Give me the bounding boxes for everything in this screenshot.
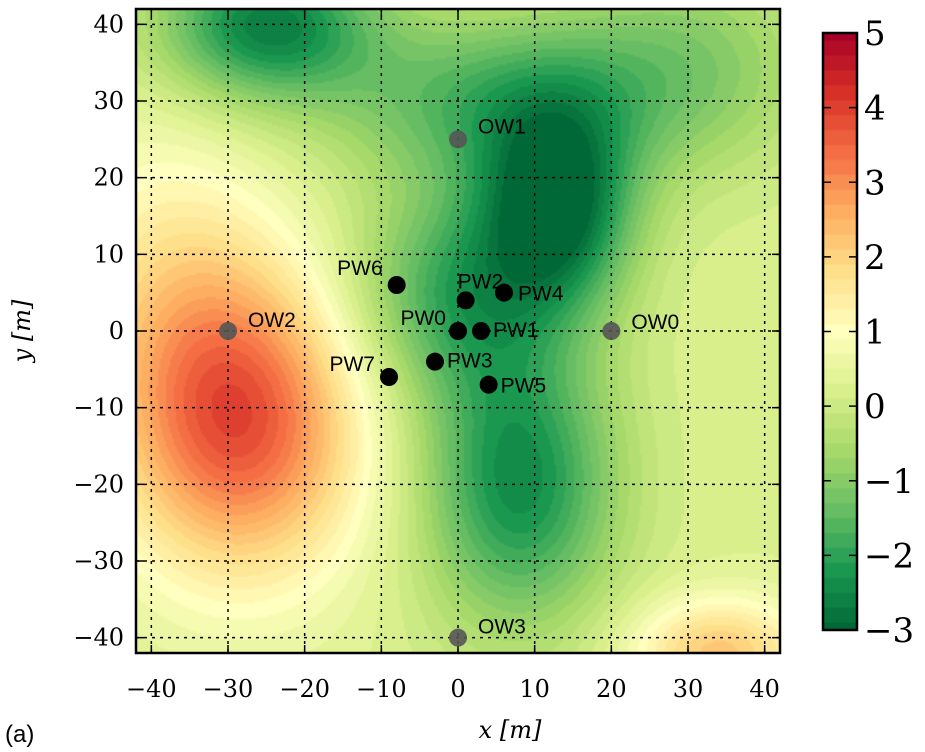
colorbar-tick-label: −1	[864, 462, 914, 502]
x-tick-label: −40	[126, 675, 177, 703]
colorbar-tick-label: 0	[864, 387, 886, 427]
x-axis-label: x [m]	[479, 716, 542, 744]
well-labels: PW0 PW1 PW2 PW3 PW4 PW5 PW6 PW7 OW0 OW1 OW2 OW3	[248, 115, 679, 638]
pumping-well-label: PW4	[518, 283, 564, 306]
pumping-well-marker	[479, 375, 498, 394]
colorbar-tick-label: −2	[864, 536, 914, 576]
colorbar-tick-label: 2	[864, 238, 886, 278]
observation-well-label: OW2	[248, 309, 296, 332]
pumping-well-marker	[387, 276, 406, 294]
pumping-well-label: PW3	[447, 350, 493, 373]
observation-well-marker	[449, 130, 467, 149]
y-tick-label: 0	[109, 317, 124, 345]
x-tick-label: −30	[203, 675, 254, 703]
observation-well-label: OW1	[478, 115, 526, 138]
observation-well-marker	[449, 628, 467, 647]
y-tick-label: 30	[93, 87, 124, 115]
x-tick-label: 30	[673, 675, 704, 703]
panel-label: (a)	[5, 721, 34, 748]
y-tick-label: −40	[73, 624, 124, 652]
colorbar-ticks: −3 −2 −1 0 1 2 3 4 5	[823, 14, 914, 651]
pumping-well-marker	[449, 322, 467, 340]
x-tick-label: 40	[749, 675, 780, 703]
colorbar-tick-label: 1	[864, 313, 886, 353]
axis-ticks: −40 −30 −20 −10 0 10 20 30 40 −40 −30 −20 −10 0 10 20 30…	[73, 9, 780, 703]
colorbar-tick-label: 3	[864, 163, 886, 203]
x-tick-label: −20	[279, 675, 330, 703]
colorbar: −3 −2 −1 0 1 2 3 4 5	[821, 14, 914, 651]
pumping-well-label: PW1	[493, 319, 539, 342]
x-tick-label: −10	[356, 675, 407, 703]
y-tick-label: −20	[73, 470, 124, 498]
pumping-well-marker	[495, 283, 513, 302]
pumping-well-label: PW6	[337, 257, 383, 280]
y-tick-label: 40	[93, 10, 124, 38]
pumping-well-marker	[426, 352, 444, 371]
pumping-well-label: PW7	[329, 353, 375, 376]
y-tick-label: −30	[73, 547, 124, 575]
x-tick-label: 10	[519, 675, 550, 703]
pumping-well-label: PW2	[458, 270, 504, 293]
observation-well-marker	[602, 322, 621, 340]
x-tick-label: 20	[596, 675, 627, 703]
observation-well-marker	[219, 322, 237, 340]
pumping-well-label: PW0	[400, 307, 446, 330]
colorbar-tick-label: 5	[864, 14, 886, 54]
pumping-well-marker	[380, 368, 398, 386]
pumping-well-label: PW5	[501, 375, 547, 398]
y-tick-label: −10	[73, 394, 124, 422]
y-tick-label: 20	[93, 164, 124, 192]
grid-lines	[136, 9, 780, 653]
observation-well-label: OW3	[478, 616, 526, 639]
wells	[219, 130, 621, 647]
y-tick-label: 10	[93, 240, 124, 268]
y-axis-label: y [m]	[8, 299, 36, 363]
pumping-well-marker	[456, 291, 475, 310]
observation-well-label: OW0	[631, 311, 679, 334]
x-tick-label: 0	[450, 675, 465, 703]
colorbar-tick-label: 4	[864, 89, 886, 129]
colorbar-tick-label: −3	[864, 611, 914, 651]
pumping-well-marker	[472, 322, 490, 340]
